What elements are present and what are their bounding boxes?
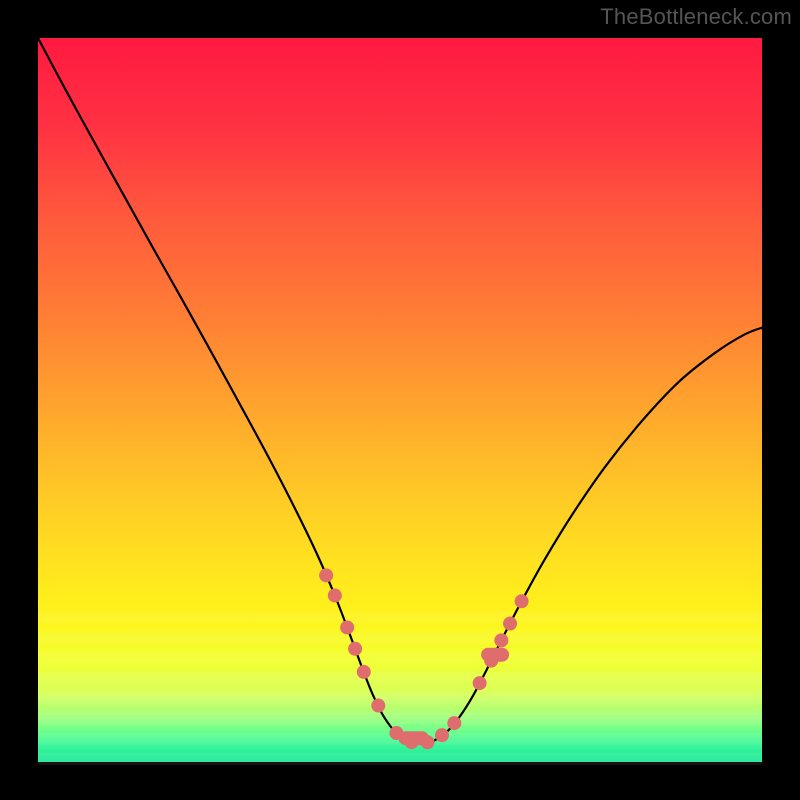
watermark-text: TheBottleneck.com	[600, 4, 792, 30]
bottleneck-chart	[0, 0, 800, 800]
chart-stage: TheBottleneck.com	[0, 0, 800, 800]
